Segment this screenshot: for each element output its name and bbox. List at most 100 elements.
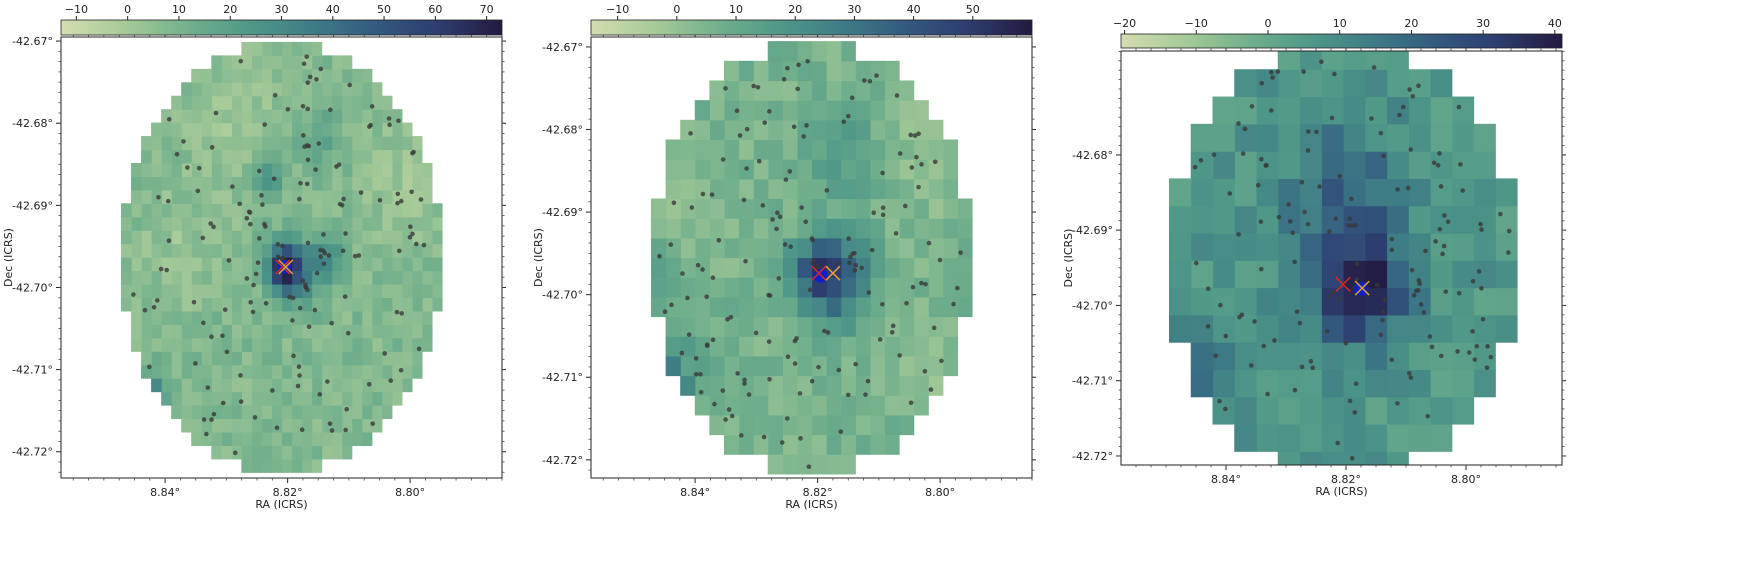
heatmap-cell [651,296,667,318]
heatmap-cell [1408,232,1431,261]
heatmap-cell [723,257,740,278]
heatmap-cell [1364,205,1388,234]
source-point [416,346,422,352]
heatmap-cell [1408,123,1431,152]
heatmap-cell [884,355,900,377]
source-point [211,224,216,230]
heatmap-cell [241,324,253,339]
chart-panel-2: 8.84° 8.82° 8.80°-42.67°-42.68°-42.69°-42.… [532,3,1036,511]
heatmap-cell [1299,96,1322,125]
source-point [1371,65,1377,70]
heatmap-cell [321,109,333,124]
heatmap-cell [665,296,681,318]
heatmap-cell [1364,232,1388,261]
heatmap-cell [141,176,152,191]
heatmap-cell [431,283,443,299]
heatmap-cell [341,378,353,393]
heatmap-cell [811,100,827,121]
source-point [729,413,735,419]
heatmap-cell [351,283,363,299]
heatmap-cell [371,324,383,339]
source-point [1306,129,1311,134]
colorbar-tick-label: 40 [326,3,340,16]
heatmap-cell [351,378,363,393]
heatmap-cell [1299,51,1322,70]
heatmap-cell [351,391,363,406]
heatmap-cell [1234,314,1257,343]
source-point [1395,187,1400,192]
heatmap-cell [371,136,383,151]
source-point [395,191,401,197]
heatmap-cell [957,257,973,278]
heatmap-cell [311,55,323,70]
heatmap-cell [782,41,798,62]
heatmap-cell [1299,287,1322,316]
heatmap-cell [694,296,710,318]
heatmap-cell [401,243,413,258]
heatmap-cell [1299,423,1322,452]
source-point [321,261,327,267]
heatmap-cell [191,162,202,178]
heatmap-cell [201,189,212,204]
source-point [193,361,198,366]
heatmap-cell [151,176,162,191]
heatmap-cell [811,60,827,82]
heatmap-cell [251,176,263,191]
source-point [1330,290,1336,295]
source-point [131,292,136,297]
heatmap-cell [301,458,313,473]
heatmap-cell [171,391,182,406]
heatmap-cell [913,395,929,416]
heatmap-cell [321,82,333,97]
heatmap-cell [738,316,754,337]
source-point [200,235,206,241]
heatmap-cell [321,216,333,231]
y-axis-label: Dec (ICRS) [532,228,545,287]
colorbar-tick-label: 60 [428,3,442,16]
source-point [723,86,728,91]
heatmap-cell [181,257,192,272]
heatmap-cell [855,434,871,455]
heatmap-cell [738,178,754,200]
heatmap-cell [1277,287,1301,316]
source-point [232,450,238,456]
heatmap-cell [241,149,253,164]
heatmap-cell [231,82,242,97]
source-point [314,77,319,82]
heatmap-cell [899,257,915,278]
heatmap-cell [738,257,754,278]
source-point [301,133,306,138]
heatmap-cell [241,216,253,231]
colorbar-tick-label: 50 [377,3,391,16]
heatmap-cell [1321,342,1344,371]
colorbar-gradient [1120,33,1563,49]
source-point [926,240,932,246]
heatmap-cell [753,218,769,239]
heatmap-cell [709,237,725,259]
heatmap-cell [361,68,373,83]
heatmap-cell [1386,151,1409,179]
heatmap-cell [301,378,313,393]
heatmap-cell [411,257,423,272]
heatmap-cell [331,122,343,137]
colorbar-tick-label: 30 [1476,17,1490,30]
heatmap-cell [371,283,383,299]
heatmap-cell [796,80,813,101]
source-point [1249,363,1254,368]
heatmap-cell [191,324,202,339]
heatmap-cell [738,277,754,298]
source-point [739,433,744,438]
source-point [1443,289,1449,294]
heatmap-cell [431,203,443,218]
heatmap-cell [361,257,373,272]
source-point [689,205,695,210]
heatmap-cell [131,216,142,231]
heatmap-cell [141,162,152,178]
heatmap-cell [1299,314,1322,343]
heatmap-cell [171,109,182,124]
heatmap-cell [121,216,132,231]
source-point [1337,296,1342,302]
source-point [1389,236,1395,242]
heatmap-cell [1364,96,1388,125]
heatmap-cell [1408,396,1431,425]
